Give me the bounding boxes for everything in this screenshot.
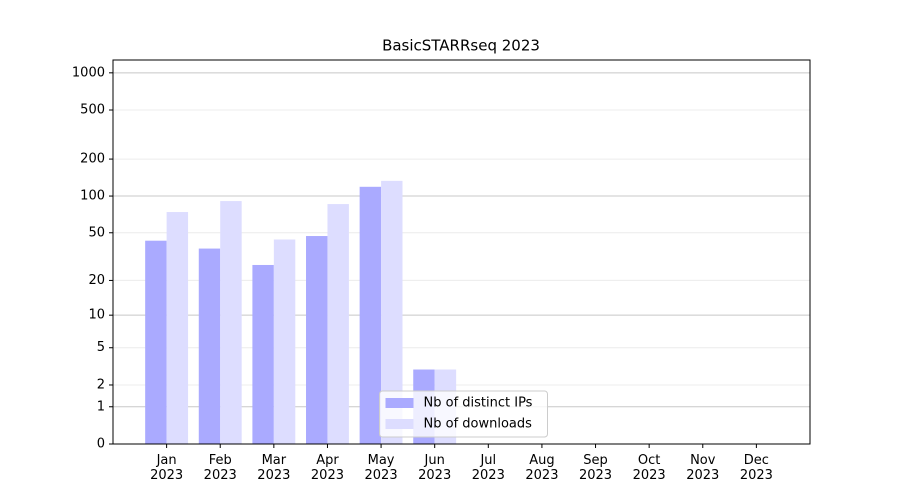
bar — [252, 264, 274, 444]
x-tick-label: Oct 2023 — [632, 453, 666, 483]
x-tick-label: Sep 2023 — [578, 453, 613, 483]
bar — [327, 204, 349, 444]
bar — [220, 201, 242, 444]
legend-swatch — [385, 398, 414, 408]
bar — [306, 236, 328, 444]
legend-swatch — [385, 419, 414, 429]
chart-title: BasicSTARRseq 2023 — [382, 37, 540, 55]
legend-label: Nb of downloads — [424, 417, 533, 432]
bar — [166, 212, 189, 444]
y-tick-label: 1 — [97, 399, 105, 414]
legend-frame — [379, 390, 548, 438]
x-tick-label: Jun 2023 — [418, 453, 452, 483]
y-tick-label: 200 — [80, 152, 105, 167]
y-tick-label: 20 — [88, 273, 105, 288]
bar — [381, 180, 403, 444]
x-tick-label: Nov 2023 — [686, 453, 720, 483]
y-tick-label: 10 — [88, 308, 105, 323]
plot-frame — [112, 59, 811, 445]
x-tick-label: Aug 2023 — [525, 453, 559, 483]
x-tick-label: Mar 2023 — [257, 453, 291, 483]
y-tick-label: 50 — [88, 225, 105, 240]
x-tick-label: Jan 2023 — [150, 453, 184, 483]
bar — [273, 239, 296, 444]
x-tick-label: Feb 2023 — [203, 453, 237, 483]
legend: Nb of distinct IPs Nb of downloads — [379, 390, 548, 438]
y-tick-label: 5 — [97, 340, 105, 355]
bar — [145, 240, 167, 444]
x-tick-label: Apr 2023 — [310, 453, 344, 483]
bar — [198, 248, 221, 444]
x-tick-label: Dec 2023 — [739, 453, 773, 483]
y-tick-label: 500 — [80, 103, 105, 118]
legend-label: Nb of distinct IPs — [424, 396, 533, 411]
x-tick-label: May 2023 — [364, 453, 398, 483]
y-tick-label: 0 — [97, 437, 105, 452]
x-tick-label: Jul 2023 — [471, 453, 505, 483]
y-tick-label: 1000 — [72, 65, 105, 80]
y-tick-label: 2 — [97, 377, 105, 392]
bar — [359, 186, 382, 444]
y-tick-label: 100 — [80, 189, 105, 204]
